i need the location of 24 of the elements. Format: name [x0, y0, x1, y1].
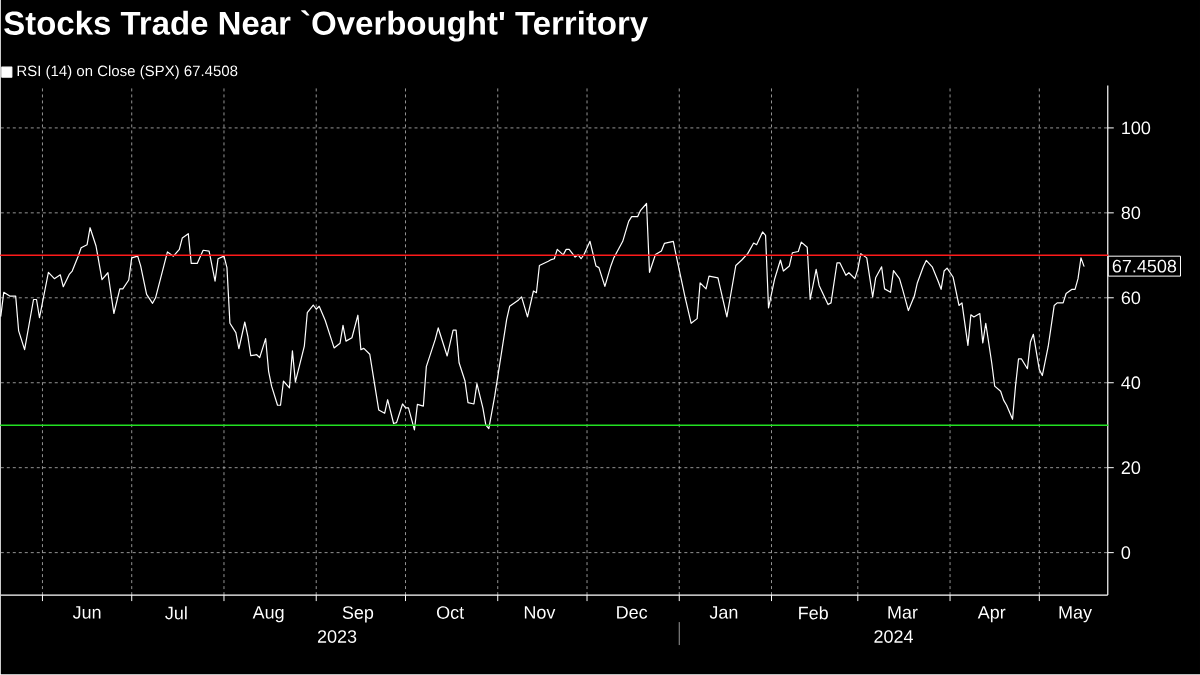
x2-tick-label: 2023	[317, 630, 357, 644]
y-tick-label: 0	[1121, 546, 1131, 560]
y-tick-label: 60	[1121, 291, 1141, 305]
x-tick-label: May	[1059, 606, 1092, 623]
x-tick-label: Jun	[72, 606, 101, 619]
chart-title: Stocks Trade Near `Overbought' Territory	[4, 10, 648, 42]
x-tick-label: Dec	[617, 606, 648, 619]
y-tick-label: 40	[1121, 376, 1141, 390]
x-tick-label: Mar	[888, 606, 918, 619]
x-tick-label: Jul	[165, 606, 187, 620]
y-tick-label: 20	[1121, 461, 1141, 475]
annotation: 67.4508	[1112, 259, 1177, 273]
x2-tick-label: 2024	[874, 630, 913, 644]
x-tick-label: Aug	[252, 606, 284, 623]
legend-label: RSI (14) on Close (SPX) 67.4508	[17, 65, 238, 80]
x-tick-label: Feb	[799, 606, 828, 620]
x-tick-label: Oct	[436, 606, 464, 620]
x-tick-label: Nov	[524, 606, 556, 619]
y-tick-label: 100	[1122, 121, 1151, 135]
x-tick-label: Apr	[977, 606, 1006, 623]
x-tick-label: Jan	[709, 606, 738, 619]
line-series	[0, 203, 1085, 431]
y-tick-label: 80	[1121, 206, 1141, 220]
x-tick-label: Sep	[342, 606, 374, 623]
